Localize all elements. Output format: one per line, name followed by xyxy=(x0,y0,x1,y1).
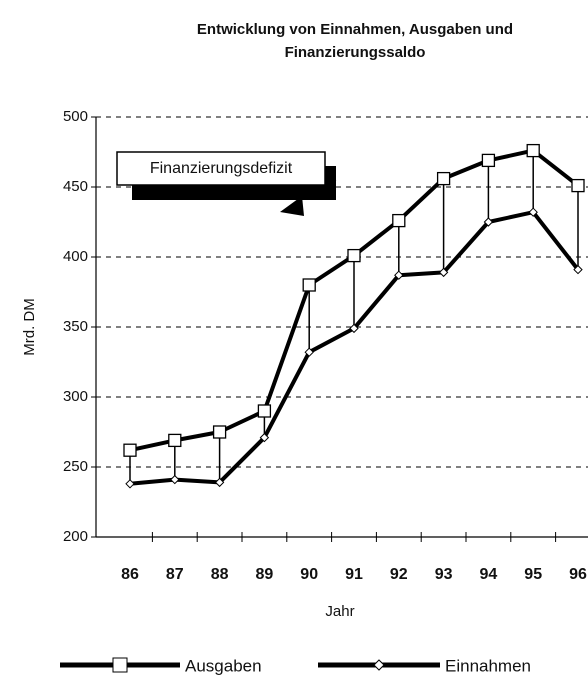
marker xyxy=(259,432,270,443)
legend-label: Einnahmen xyxy=(445,656,531,675)
y-tick-label: 200 xyxy=(63,528,88,545)
annotation-arrow xyxy=(297,179,337,203)
marker xyxy=(347,248,361,263)
annotation-box xyxy=(116,151,326,186)
chart-title: Entwicklung von Einnahmen, Ausgaben und xyxy=(197,21,513,38)
y-tick-label: 450 xyxy=(63,178,88,195)
x-tick-label: 90 xyxy=(300,566,318,583)
y-axis-label: Mrd. DM xyxy=(21,298,38,356)
legend-marker xyxy=(112,657,128,673)
y-tick-label: 350 xyxy=(63,318,88,335)
legend-marker xyxy=(373,659,385,671)
marker xyxy=(212,425,227,439)
marker xyxy=(481,153,496,168)
legend-label: Ausgaben xyxy=(185,656,262,675)
x-tick-label: 87 xyxy=(166,566,184,583)
x-tick-label: 94 xyxy=(480,566,498,583)
x-tick-label: 88 xyxy=(211,566,229,583)
x-tick-label: 96 xyxy=(569,566,587,583)
marker xyxy=(528,207,538,217)
chart-title: Finanzierungssaldo xyxy=(285,44,426,61)
marker xyxy=(349,323,359,334)
x-tick-label: 86 xyxy=(121,566,139,583)
y-tick-label: 400 xyxy=(63,248,88,265)
annotation: Finanzierungsdefizit xyxy=(150,160,293,177)
x-tick-label: 91 xyxy=(345,566,363,583)
marker xyxy=(302,278,316,292)
x-tick-label: 93 xyxy=(435,566,453,583)
marker xyxy=(304,347,314,357)
marker xyxy=(125,479,135,489)
marker xyxy=(168,433,182,448)
y-tick-label: 300 xyxy=(63,388,88,405)
marker xyxy=(436,171,451,186)
marker xyxy=(394,270,404,280)
marker xyxy=(257,404,272,418)
marker xyxy=(170,474,180,485)
y-tick-label: 250 xyxy=(63,458,88,475)
x-tick-label: 92 xyxy=(390,566,408,583)
marker xyxy=(573,264,583,275)
marker xyxy=(392,213,406,228)
marker xyxy=(214,477,225,488)
marker xyxy=(123,443,137,457)
y-tick-label: 500 xyxy=(63,108,88,125)
x-tick-label: 95 xyxy=(524,566,542,583)
marker xyxy=(438,267,449,278)
marker xyxy=(483,217,494,227)
x-tick-label: 89 xyxy=(256,566,274,583)
x-axis-label: Jahr xyxy=(325,603,354,620)
annotation-arrowhead xyxy=(280,196,304,216)
marker xyxy=(571,178,585,193)
marker xyxy=(526,143,540,158)
